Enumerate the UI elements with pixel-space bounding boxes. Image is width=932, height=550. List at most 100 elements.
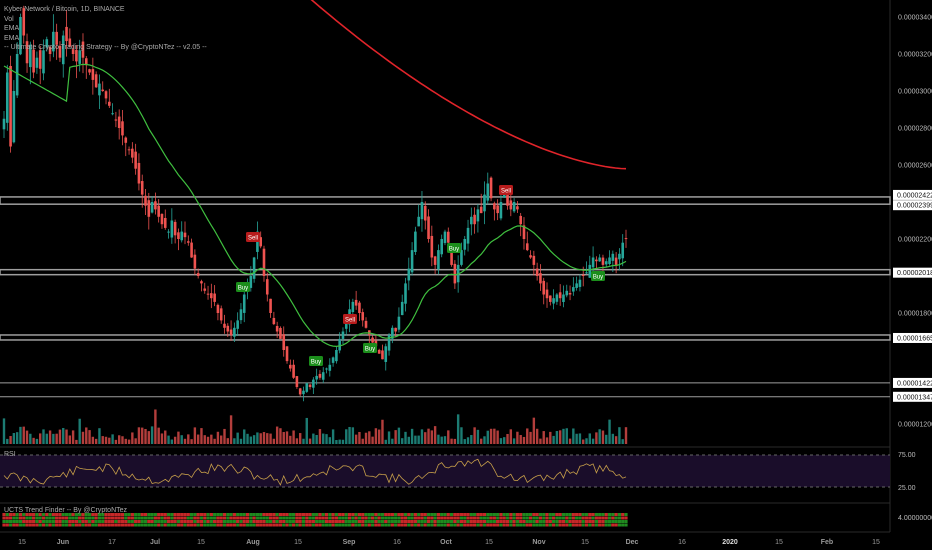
trend-finder-label[interactable]: UCTS Trend Finder -- By @CryptoNTez bbox=[4, 507, 128, 514]
trend-cell-161-3 bbox=[532, 523, 536, 527]
trend-cell-170-0 bbox=[561, 513, 566, 516]
candle-133 bbox=[440, 239, 444, 255]
legend-symbol[interactable]: Kyber Network / Bitcoin, 1D, BINANCE bbox=[4, 6, 125, 13]
trend-cell-64-2 bbox=[213, 520, 217, 523]
trend-cell-100-3 bbox=[331, 523, 335, 527]
trend-cell-54-0 bbox=[180, 513, 184, 516]
trend-cell-45-2 bbox=[150, 520, 154, 523]
trend-cell-78-0 bbox=[259, 513, 263, 516]
volume-bar-76 bbox=[252, 435, 256, 444]
candle-39 bbox=[131, 148, 134, 158]
level-label-4: 0.00001422 bbox=[897, 380, 932, 387]
volume-bar-104 bbox=[345, 429, 348, 444]
candle-59 bbox=[196, 273, 200, 276]
trend-cell-130-3 bbox=[430, 523, 434, 527]
candle-177 bbox=[585, 272, 588, 274]
trend-cell-37-0 bbox=[124, 513, 128, 516]
volume-bar-145 bbox=[479, 438, 483, 444]
trend-cell-39-1 bbox=[130, 516, 134, 520]
trend-cell-2-0 bbox=[8, 513, 13, 516]
trend-cell-28-0 bbox=[94, 513, 98, 516]
trend-cell-40-1 bbox=[134, 516, 138, 520]
trend-cell-63-3 bbox=[209, 523, 213, 527]
trend-cell-33-1 bbox=[111, 516, 115, 520]
legend-strategy[interactable]: -- Ultimate Crypto Trading Strategy -- B… bbox=[4, 44, 207, 52]
trend-cell-174-0 bbox=[575, 513, 579, 516]
volume-bar-129 bbox=[427, 428, 430, 444]
legend-ema-2[interactable]: EMA bbox=[4, 34, 20, 42]
trend-cell-66-2 bbox=[219, 520, 223, 523]
candle-92 bbox=[305, 383, 309, 392]
trend-cell-150-0 bbox=[496, 513, 500, 516]
volume-bar-35 bbox=[117, 435, 121, 444]
trend-cell-91-1 bbox=[301, 516, 306, 520]
trend-cell-162-1 bbox=[535, 516, 539, 520]
trend-cell-139-1 bbox=[459, 516, 464, 520]
trend-cell-136-2 bbox=[449, 520, 454, 523]
trend-cell-121-3 bbox=[400, 523, 404, 527]
trend-cell-5-2 bbox=[18, 520, 23, 523]
trend-cell-57-1 bbox=[189, 516, 194, 520]
trend-cell-112-1 bbox=[370, 516, 375, 520]
trend-cell-5-0 bbox=[18, 513, 23, 516]
volume-bar-142 bbox=[470, 435, 473, 444]
level-label-box-5 bbox=[893, 391, 932, 402]
candle-12 bbox=[42, 50, 45, 74]
trend-cell-9-2 bbox=[32, 520, 36, 523]
legend-vol[interactable]: Vol bbox=[4, 15, 14, 23]
trend-cell-42-3 bbox=[140, 523, 144, 527]
time-tick-16: 15 bbox=[775, 539, 783, 546]
trend-cell-154-2 bbox=[509, 520, 513, 523]
candle-152 bbox=[502, 194, 506, 198]
trend-cell-125-0 bbox=[413, 513, 417, 516]
trend-cell-43-3 bbox=[143, 523, 148, 527]
trend-cell-94-2 bbox=[311, 520, 315, 523]
price-tick-7: 0.00001200 bbox=[898, 422, 932, 429]
trend-cell-43-2 bbox=[143, 520, 148, 523]
trend-cell-11-2 bbox=[38, 520, 42, 523]
trend-cell-184-1 bbox=[607, 516, 612, 520]
trend-cell-132-2 bbox=[436, 520, 441, 523]
trend-cell-46-0 bbox=[153, 513, 157, 516]
candle-30 bbox=[101, 89, 105, 91]
volume-bar-106 bbox=[351, 427, 355, 444]
volume-bar-134 bbox=[443, 436, 447, 444]
trend-cell-73-1 bbox=[242, 516, 246, 520]
trend-cell-22-2 bbox=[74, 520, 79, 523]
time-tick-3: Jul bbox=[150, 539, 160, 546]
trend-cell-183-0 bbox=[604, 513, 608, 516]
volume-bar-118 bbox=[391, 438, 394, 444]
trend-cell-77-0 bbox=[255, 513, 260, 516]
trend-cell-98-0 bbox=[324, 513, 329, 516]
volume-bar-62 bbox=[206, 436, 210, 444]
price-tick-4: 0.00002600 bbox=[898, 163, 932, 170]
trend-cell-7-0 bbox=[25, 513, 29, 516]
trend-cell-21-3 bbox=[71, 523, 75, 527]
trend-cell-42-0 bbox=[140, 513, 144, 516]
candle-110 bbox=[364, 320, 368, 328]
volume-bar-130 bbox=[430, 430, 434, 444]
trend-cell-97-2 bbox=[321, 520, 325, 523]
candle-143 bbox=[473, 214, 476, 225]
trend-cell-147-0 bbox=[486, 513, 490, 516]
trend-cell-18-1 bbox=[61, 516, 65, 520]
trend-cell-75-0 bbox=[249, 513, 253, 516]
candle-118 bbox=[391, 327, 394, 339]
rsi-label[interactable]: RSI bbox=[4, 451, 16, 458]
trend-cell-184-2 bbox=[607, 520, 612, 523]
trend-cell-29-3 bbox=[97, 523, 102, 527]
trend-cell-92-1 bbox=[305, 516, 309, 520]
candle-82 bbox=[272, 317, 276, 325]
trend-cell-168-0 bbox=[555, 513, 559, 516]
legend-ema-1[interactable]: EMA bbox=[4, 25, 20, 33]
trend-cell-156-1 bbox=[515, 516, 519, 520]
trend-cell-12-3 bbox=[41, 523, 46, 527]
trend-cell-149-2 bbox=[492, 520, 496, 523]
volume-bar-165 bbox=[545, 437, 549, 444]
trend-cell-131-2 bbox=[433, 520, 437, 523]
trend-cell-80-3 bbox=[265, 523, 269, 527]
volume-bar-57 bbox=[190, 439, 193, 444]
candle-122 bbox=[404, 283, 407, 304]
candle-41 bbox=[137, 162, 141, 184]
